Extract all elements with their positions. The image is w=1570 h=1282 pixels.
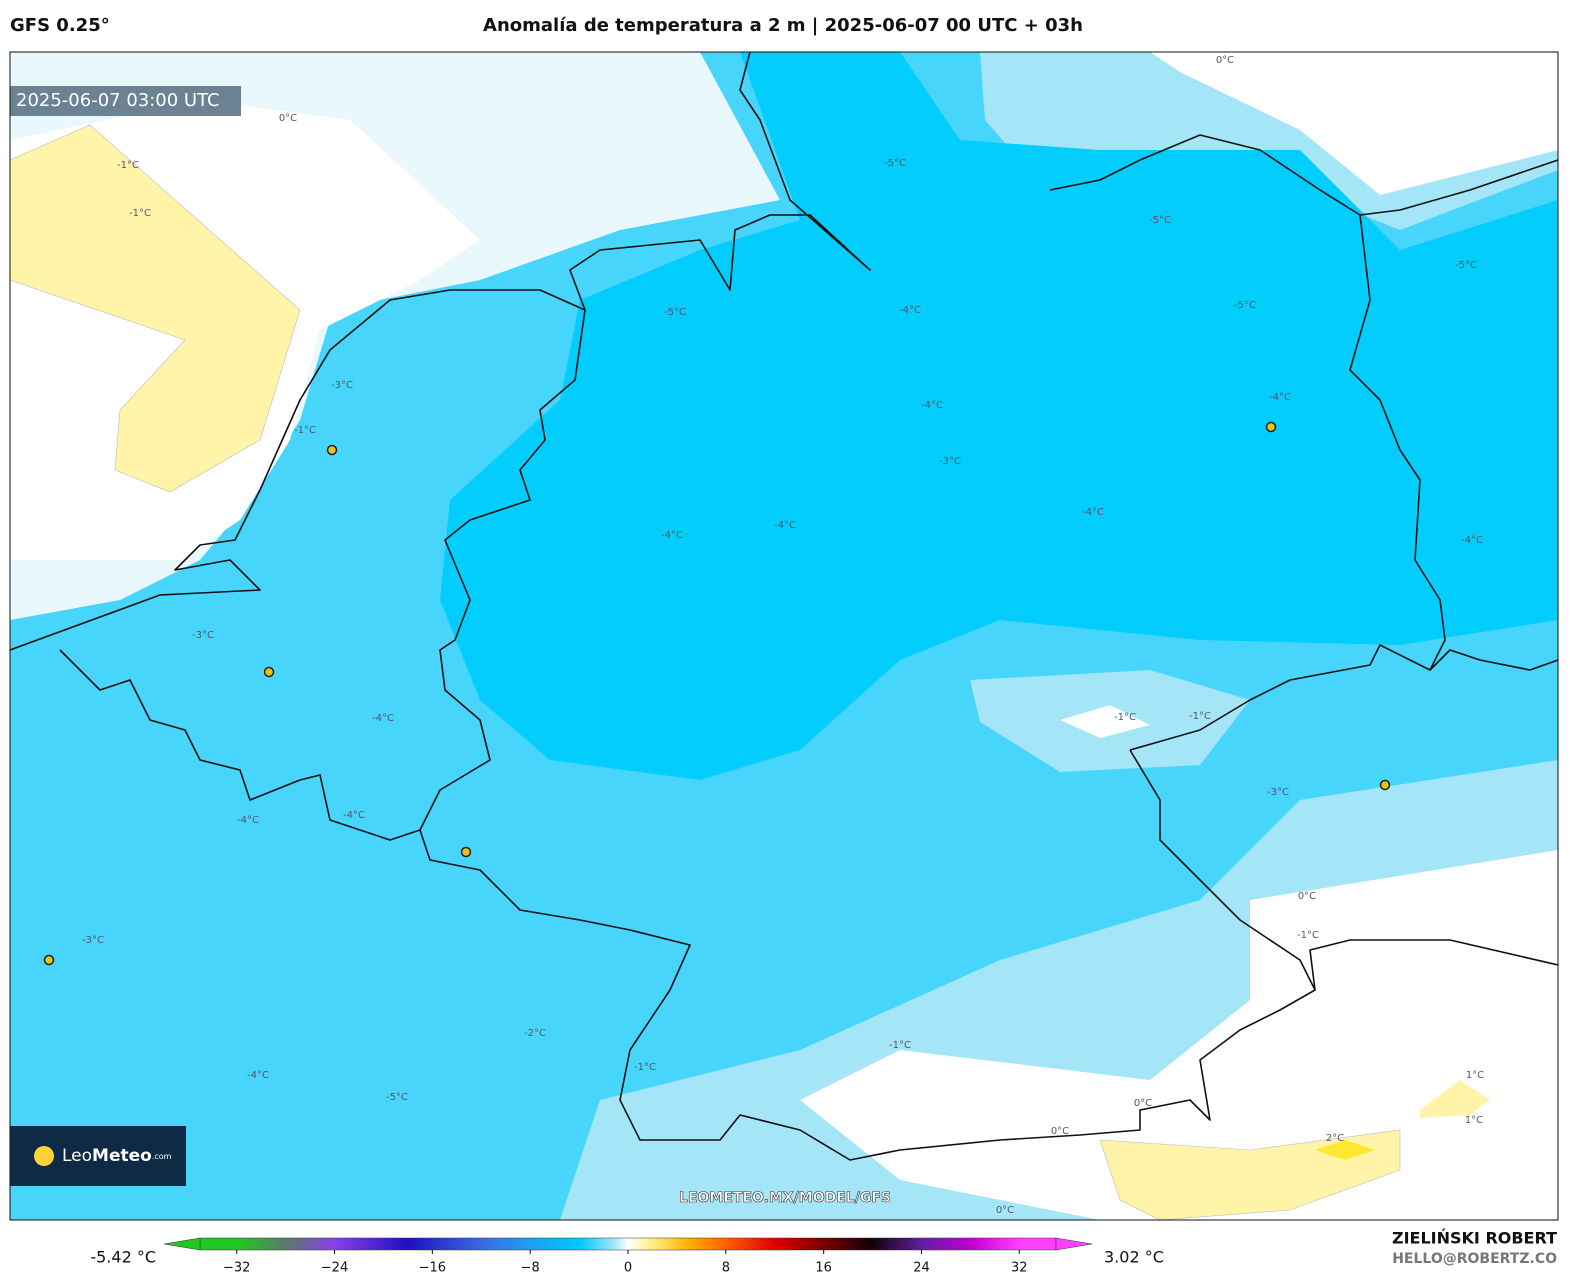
contour-label: -4°C [237,815,259,826]
contour-label: -4°C [899,305,921,316]
author-name: ZIELIŃSKI ROBERT [1392,1229,1557,1248]
contour-label: 1°C [1465,1115,1483,1126]
colorbar-tick-label: −32 [223,1261,250,1276]
contour-label: 0°C [1298,891,1316,902]
colorbar-tick-label: 24 [913,1261,930,1276]
city-dot [263,666,275,678]
colorbar-max: 3.02 °C [1104,1248,1164,1267]
border [419,309,1558,1161]
timestamp: 2025-06-07 03:00 UTC [16,90,220,111]
contour-label: -3°C [939,456,961,467]
colorbar-tick-label: 16 [815,1261,832,1276]
contour-label: -5°C [1234,300,1256,311]
contour-labels: 0°C -1°C -1°C -3°C -1°C -3°C -4°C -4°C -4°C -3°C -… [82,55,1484,1216]
border [1129,644,1558,751]
colorbar-min: -5.42 °C [90,1248,156,1267]
border [1129,749,1316,991]
logo-sun [34,1146,54,1166]
contour-label: -4°C [661,530,683,541]
colorbar-tick-label: −8 [521,1261,540,1276]
contour-label: -5°C [664,307,686,318]
map-title: Anomalía de temperatura a 2 m | 2025-06-… [483,15,1083,36]
contour-label: 0°C [279,113,297,124]
contour-label: -1°C [1189,711,1211,722]
colorbar-bar [199,1237,1057,1251]
watermark: LEOMETEO.MX/MODEL/GFS [679,1190,891,1206]
colorbar-extend-high [1055,1237,1093,1251]
contour-label: 0°C [1051,1126,1069,1137]
contour-label: -4°C [343,810,365,821]
map-area: 0°C -1°C -1°C -3°C -1°C -3°C -4°C -4°C -4°C -3°C -… [10,52,1558,1220]
model-label: GFS 0.25° [10,15,110,36]
border [59,649,421,841]
city-dot [326,444,338,456]
contour-label: -1°C [117,160,139,171]
contour-label: -4°C [247,1070,269,1081]
city-dot [460,846,472,858]
colorbar-tick-label: −24 [321,1261,348,1276]
contour-label: 2°C [1326,1133,1344,1144]
contour-label: -1°C [1114,712,1136,723]
contour-label: -1°C [634,1062,656,1073]
contour-label: -5°C [884,158,906,169]
field-yellow [10,124,301,493]
contour-label: -4°C [921,400,943,411]
colorbar: −32 −24 −16 −8 0 8 16 24 32 [163,1237,1093,1276]
contour-label: 0°C [1216,55,1234,66]
contour-label: -3°C [192,630,214,641]
contour-label: -5°C [1455,260,1477,271]
colorbar-tick-label: 0 [624,1261,632,1276]
colorbar-tick-label: 32 [1011,1261,1028,1276]
field-white [1150,52,1558,195]
field-yellow [1420,1080,1490,1118]
contour-label: 0°C [1134,1098,1152,1109]
contour-label: -1°C [294,425,316,436]
contour-label: 0°C [996,1205,1014,1216]
contour-label: -3°C [82,935,104,946]
field-white [800,850,1558,1220]
field-deep [440,52,1558,780]
contour-label: -5°C [386,1092,408,1103]
logo-text: LeoMeteo.com [62,1146,172,1166]
contour-label: -4°C [1082,507,1104,518]
colorbar-tick-label: −16 [419,1261,446,1276]
contour-label: -5°C [1149,215,1171,226]
city-dot [1265,421,1277,433]
contour-label: -2°C [524,1028,546,1039]
border [1349,214,1446,671]
colorbar-extend-low [163,1237,201,1251]
contour-label: -4°C [774,520,796,531]
map-frame [9,51,1559,1221]
timestamp-box [10,86,241,116]
cities [43,421,1391,966]
contour-label: -3°C [1267,787,1289,798]
contour-label: -1°C [889,1040,911,1051]
contour-label: -1°C [1297,930,1319,941]
border [1049,134,1558,216]
colorbar-tick-label: 8 [722,1261,730,1276]
contour-label: 1°C [1466,1070,1484,1081]
author-email: HELLO@ROBERTZ.CO [1392,1251,1557,1267]
field-yellow-strong [1315,1140,1375,1160]
contour-label: -1°C [129,208,151,219]
contour-label: -4°C [372,713,394,724]
contour-label: -3°C [331,380,353,391]
coastline [10,52,871,651]
city-dot [43,954,55,966]
contour-label: -4°C [1461,535,1483,546]
city-dot [1379,779,1391,791]
contour-label: -4°C [1269,392,1291,403]
field-white [1060,705,1150,738]
